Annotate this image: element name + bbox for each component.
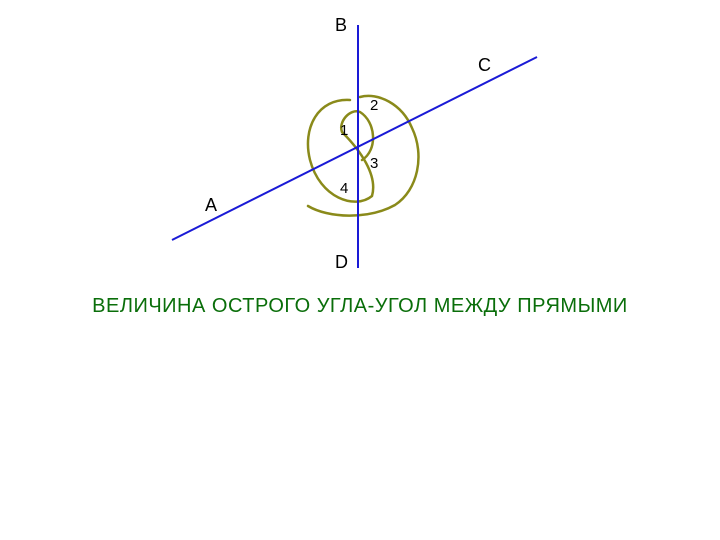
line-ac <box>172 57 537 240</box>
point-label-b: B <box>335 15 347 36</box>
geometry-svg <box>0 0 720 540</box>
diagram-container: A B C D 1 2 3 4 ВЕЛИЧИНА ОСТРОГО УГЛА-УГ… <box>0 0 720 540</box>
point-label-d: D <box>335 252 348 273</box>
freehand-scribble <box>308 96 419 216</box>
angle-number-2: 2 <box>370 97 378 114</box>
angle-number-1: 1 <box>340 122 348 139</box>
point-label-c: C <box>478 55 491 76</box>
angle-number-4: 4 <box>340 180 348 197</box>
point-label-a: A <box>205 195 217 216</box>
angle-number-3: 3 <box>370 155 378 172</box>
diagram-caption: ВЕЛИЧИНА ОСТРОГО УГЛА-УГОЛ МЕЖДУ ПРЯМЫМИ <box>0 295 720 318</box>
